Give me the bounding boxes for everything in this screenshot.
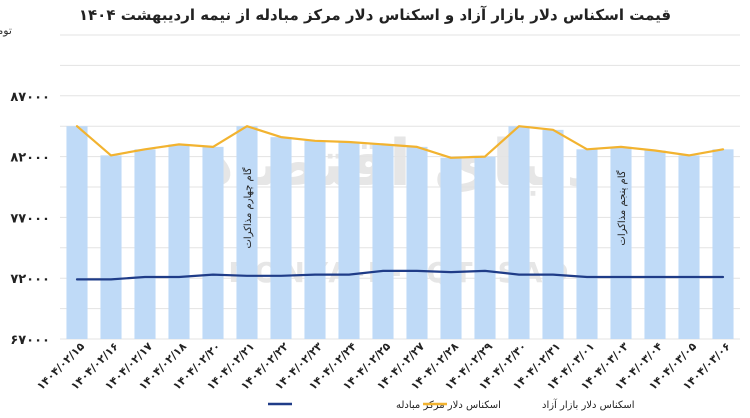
- bar: [66, 126, 88, 339]
- bar: [542, 129, 564, 339]
- series-line: [75, 125, 725, 159]
- bar: [202, 146, 224, 339]
- annotations: گام چهارم مذاکرات گام پنجم مذاکرات: [242, 167, 628, 248]
- bars: [66, 126, 734, 339]
- bar: [338, 142, 360, 339]
- chart-title: قیمت اسکناس دلار بازار آزاد و اسکناس دلا…: [79, 6, 671, 24]
- y-tick-label: ۸۷۰۰۰: [10, 90, 50, 105]
- legend-label: اسکناس دلار مرکز مبادله: [396, 400, 501, 411]
- y-tick-label: ۶۷۰۰۰: [10, 333, 50, 348]
- bar: [270, 137, 292, 339]
- grid: [60, 34, 740, 340]
- bar: [406, 146, 428, 339]
- bar: [576, 149, 598, 339]
- bar: [304, 140, 326, 339]
- series-lines: [75, 125, 725, 281]
- y-axis: ۶۷۰۰۰ ۷۲۰۰۰ ۷۷۰۰۰ ۸۲۰۰۰ ۸۷۰۰۰: [10, 90, 50, 348]
- bar: [236, 126, 258, 339]
- bar: [610, 146, 632, 339]
- annotation-label: گام چهارم مذاکرات: [242, 167, 254, 248]
- bar: [372, 144, 394, 339]
- bar: [508, 126, 530, 339]
- bar: [168, 144, 190, 339]
- y-tick-label: ۷۲۰۰۰: [10, 272, 50, 287]
- bar: [678, 155, 700, 339]
- y-axis-unit-label: تومان: [0, 24, 12, 37]
- bar: [134, 149, 156, 339]
- bar: [100, 155, 122, 339]
- x-axis: ۱۴۰۴/۰۲/۱۵۱۴۰۴/۰۲/۱۶۱۴۰۴/۰۲/۱۷۱۴۰۴/۰۲/۱۸…: [34, 340, 733, 393]
- watermark: دنیای اقتصاد DONYA-E-EQTESAD: [201, 127, 599, 289]
- bar: [474, 156, 496, 339]
- bar: [712, 149, 734, 339]
- annotation-label: گام پنجم مذاکرات: [616, 170, 628, 245]
- legend-label: اسکناس دلار بازار آزاد: [542, 398, 635, 411]
- legend: اسکناس دلار مرکز مبادله اسکناس دلار بازار…: [268, 398, 635, 411]
- bar: [440, 157, 462, 339]
- y-tick-label: ۸۲۰۰۰: [10, 151, 50, 166]
- series-line: [75, 269, 725, 281]
- watermark-text: دنیای اقتصاد: [201, 127, 599, 201]
- y-tick-label: ۷۷۰۰۰: [10, 211, 50, 226]
- bar: [644, 150, 666, 339]
